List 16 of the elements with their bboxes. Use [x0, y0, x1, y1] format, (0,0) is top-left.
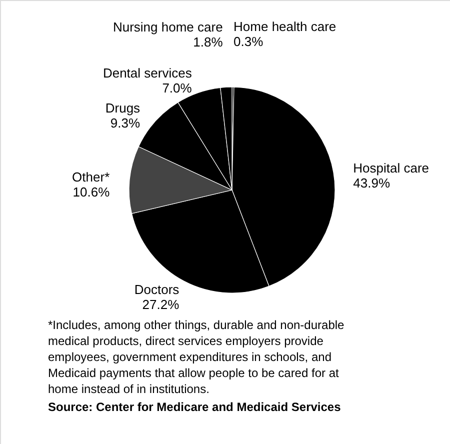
slice-label: Doctors [134, 282, 180, 297]
slice-label: Home health care [234, 19, 336, 34]
source-note: Source: Center for Medicare and Medicaid Services [48, 400, 342, 414]
slice-label: Other* [72, 169, 110, 184]
data-label: 9.3% [110, 115, 140, 130]
data-label: 1.8% [193, 34, 224, 50]
data-label: 27.2% [142, 296, 180, 312]
slice-label: Drugs [105, 100, 141, 116]
data-label: 7.0% [162, 80, 192, 96]
slice-label: Dental services [102, 66, 192, 81]
slice-label: Nursing home care [112, 19, 223, 34]
data-label: 10.6% [72, 184, 110, 200]
data-label: 0.3% [234, 34, 264, 50]
data-label: 43.9% [353, 176, 390, 191]
slice-label: Hospital care [353, 160, 430, 176]
text: *Includes, among other things, durable and non-durable medical products, direct services employers provide employees, government expenditures in schools, and Medicaid payments that allow people to be cared for at home instead of in institutions. [48, 318, 345, 396]
